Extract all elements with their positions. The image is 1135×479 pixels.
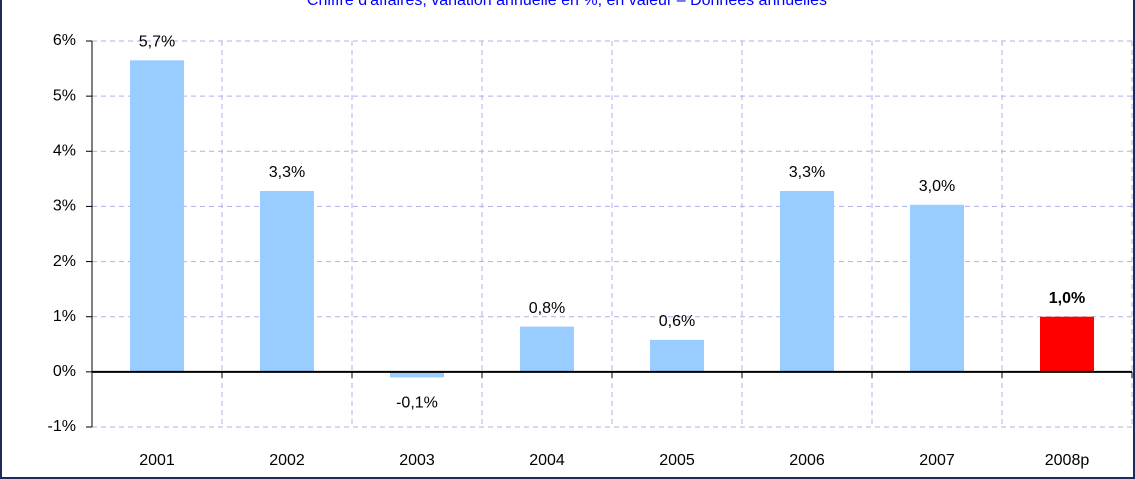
x-tick-label: 2008p xyxy=(1045,452,1090,469)
value-label: 3,3% xyxy=(269,164,305,181)
x-tick-label: 2002 xyxy=(269,452,305,469)
bar xyxy=(910,204,964,372)
x-tick-label: 2003 xyxy=(399,452,435,469)
bar xyxy=(650,339,704,372)
x-tick-label: 2004 xyxy=(529,452,565,469)
y-tick-label: 5% xyxy=(53,87,76,104)
bar xyxy=(520,326,574,372)
y-tick-label: 2% xyxy=(53,253,76,270)
x-tick-label: 2007 xyxy=(919,452,955,469)
y-tick-label: 1% xyxy=(53,308,76,325)
bar xyxy=(780,190,834,372)
value-label: -0,1% xyxy=(396,395,438,412)
y-tick-label: 0% xyxy=(53,363,76,380)
x-tick-label: 2006 xyxy=(789,452,825,469)
chart-title: Chiffre d'affaires, variation annuelle e… xyxy=(307,0,827,9)
x-tick-label: 2005 xyxy=(659,452,695,469)
y-tick-label: -1% xyxy=(48,418,76,435)
bar xyxy=(1040,316,1094,372)
value-label: 0,8% xyxy=(529,300,565,317)
x-tick-label: 2001 xyxy=(139,452,175,469)
y-tick-label: 4% xyxy=(53,143,76,160)
value-label: 3,3% xyxy=(789,164,825,181)
value-label: 5,7% xyxy=(139,34,175,51)
bar xyxy=(260,190,314,372)
value-label: 0,6% xyxy=(659,313,695,330)
value-label: 1,0% xyxy=(1049,290,1085,307)
bar xyxy=(390,371,444,378)
y-tick-label: 6% xyxy=(53,32,76,49)
bar xyxy=(130,60,184,372)
y-tick-label: 3% xyxy=(53,198,76,215)
value-label: 3,0% xyxy=(919,178,955,195)
